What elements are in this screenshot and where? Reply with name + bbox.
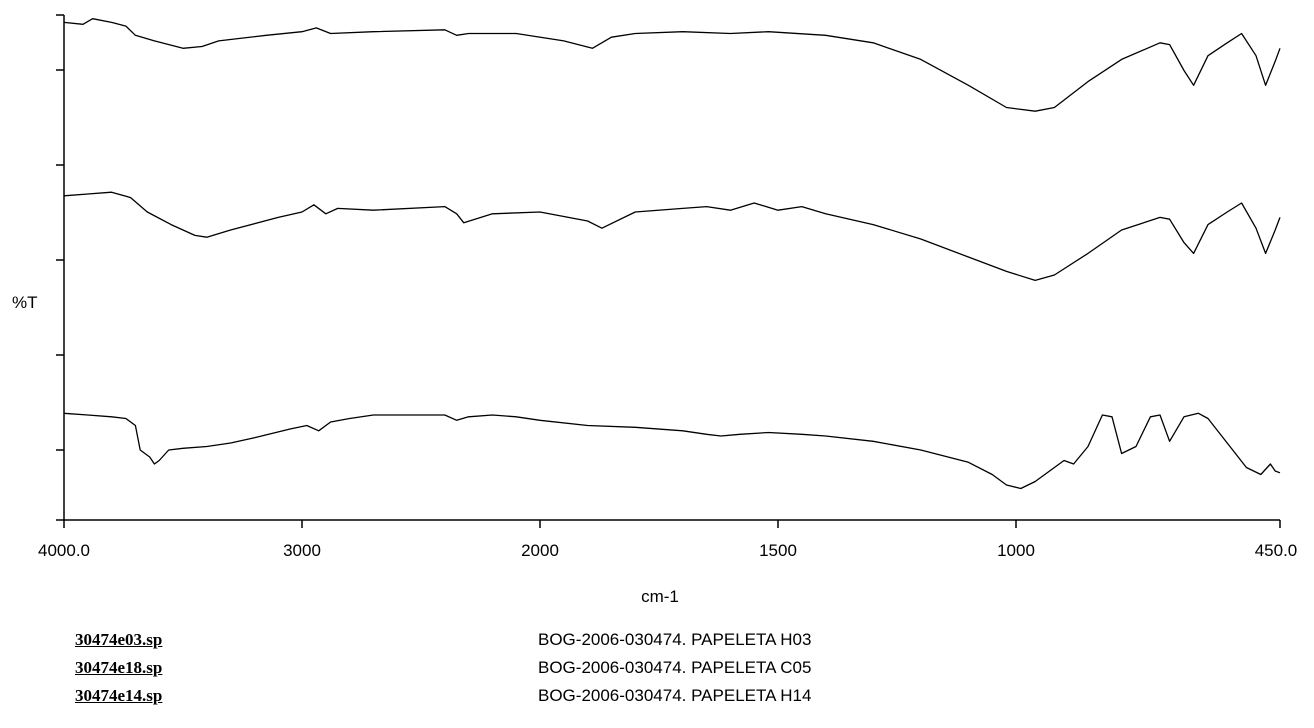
legend-description: BOG-2006-030474. PAPELETA C05 (538, 658, 812, 677)
x-tick-label: 1000 (997, 541, 1035, 560)
legend-filename: 30474e18.sp (75, 658, 163, 677)
x-tick-label: 450.0 (1255, 541, 1298, 560)
x-tick-label: 1500 (759, 541, 797, 560)
series-line-3 (63, 412, 1281, 490)
x-axis-title: cm-1 (641, 587, 679, 606)
legend-row: 30474e18.sp BOG-2006-030474. PAPELETA C05 (0, 658, 1314, 684)
legend-filename: 30474e03.sp (75, 630, 163, 649)
x-tick-label: 3000 (283, 541, 321, 560)
legend-description: BOG-2006-030474. PAPELETA H03 (538, 630, 812, 649)
legend-row: 30474e14.sp BOG-2006-030474. PAPELETA H14 (0, 686, 1314, 712)
legend-filename: 30474e14.sp (75, 686, 163, 705)
series-lines (63, 18, 1281, 490)
ir-spectrum-chart: 4000.0 3000 2000 1500 1000 450.0 %T cm-1 (12, 14, 1297, 606)
x-tick-label: 2000 (521, 541, 559, 560)
y-axis-title: %T (12, 293, 38, 312)
legend-description: BOG-2006-030474. PAPELETA H14 (538, 686, 812, 705)
legend-row: 30474e03.sp BOG-2006-030474. PAPELETA H03 (0, 630, 1314, 656)
x-tick-label: 4000.0 (38, 541, 90, 560)
x-ticks: 4000.0 3000 2000 1500 1000 450.0 (38, 520, 1297, 560)
series-line-2 (63, 191, 1281, 282)
y-ticks (56, 14, 64, 521)
series-line-1 (63, 18, 1281, 112)
axes (63, 15, 1280, 521)
